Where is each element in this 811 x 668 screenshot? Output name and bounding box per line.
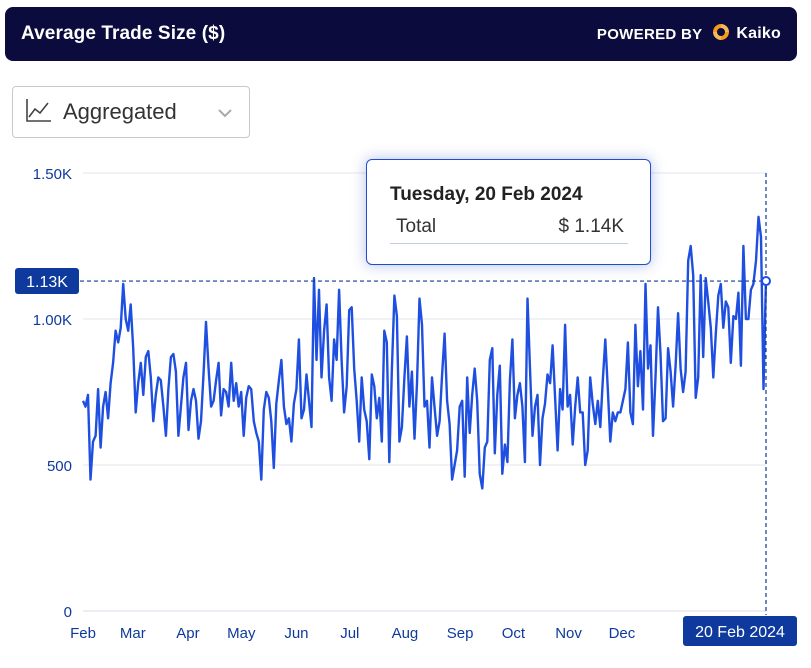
powered-by-label: POWERED BY	[596, 25, 703, 43]
crosshair-x-label: 20 Feb 2024	[695, 624, 785, 641]
chevron-down-icon	[215, 102, 235, 127]
hover-tooltip: Tuesday, 20 Feb 2024 Total $ 1.14K	[366, 159, 651, 265]
chart-header: Average Trade Size ($) POWERED BY Kaiko	[5, 7, 797, 61]
x-tick-label: Sep	[447, 625, 474, 642]
y-tick-label: 1.50K	[33, 166, 72, 183]
aggregation-dropdown[interactable]: Aggregated	[12, 86, 250, 138]
brand-logo-icon	[712, 23, 730, 45]
x-tick-label: Aug	[392, 625, 419, 642]
line-chart-icon	[25, 97, 53, 128]
crosshair-y-label: 1.13K	[26, 274, 68, 291]
tooltip-row: Total $ 1.14K	[390, 213, 628, 244]
y-tick-label: 1.00K	[33, 312, 72, 329]
dropdown-label: Aggregated	[63, 99, 177, 124]
x-tick-label: May	[227, 625, 256, 642]
powered-by: POWERED BY Kaiko	[597, 23, 781, 45]
x-tick-label: Dec	[609, 625, 636, 642]
x-tick-label: Nov	[555, 625, 582, 642]
crosshair-x-label-bg	[683, 616, 797, 646]
tooltip-value: $ 1.14K	[558, 216, 625, 237]
series-line-total	[81, 215, 768, 490]
x-tick-label: Feb	[70, 625, 96, 642]
x-tick-label: Jun	[284, 625, 308, 642]
brand-name: Kaiko	[736, 25, 781, 42]
x-tick-label: Oct	[502, 625, 526, 642]
x-tick-label: Apr	[176, 625, 199, 642]
x-tick-label: Jul	[340, 625, 359, 642]
y-tick-label: 500	[47, 458, 72, 475]
tooltip-date: Tuesday, 20 Feb 2024	[390, 184, 583, 205]
y-tick-label: 0	[64, 604, 72, 621]
hover-point	[761, 276, 771, 287]
chart-title: Average Trade Size ($)	[21, 23, 226, 44]
tooltip-series-label: Total	[396, 216, 437, 237]
crosshair-y-label-bg	[15, 268, 79, 295]
x-tick-label: Mar	[120, 625, 146, 642]
